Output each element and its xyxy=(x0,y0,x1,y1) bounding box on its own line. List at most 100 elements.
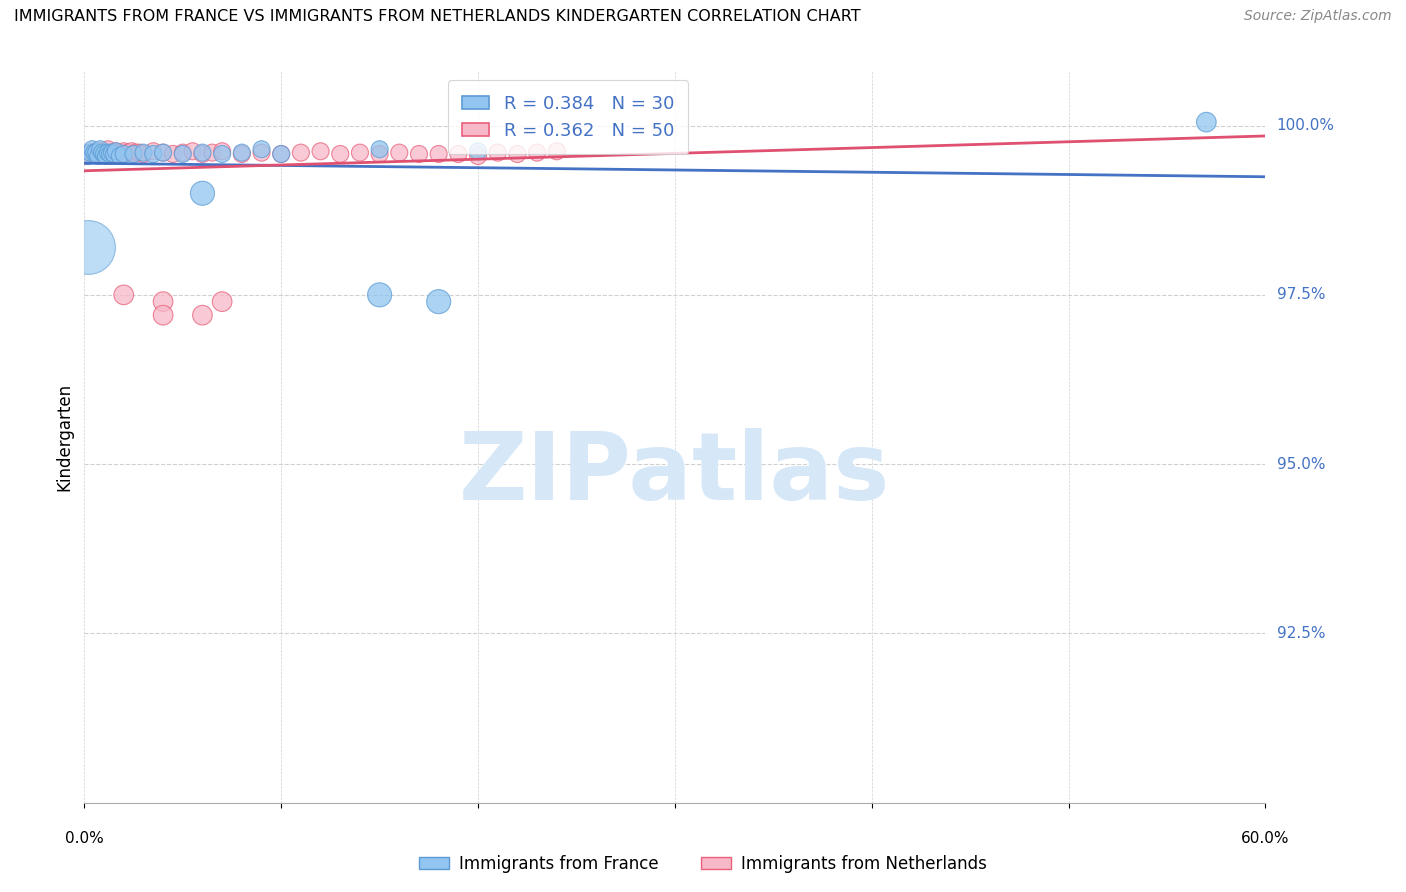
Point xyxy=(87,145,110,160)
Point xyxy=(152,145,174,160)
Point xyxy=(368,142,391,156)
Point xyxy=(82,142,104,156)
Point xyxy=(83,147,105,161)
Point xyxy=(142,145,165,159)
Point xyxy=(103,147,125,161)
Point xyxy=(121,145,143,159)
Point xyxy=(290,145,312,160)
Point xyxy=(231,145,253,160)
Point xyxy=(368,288,391,302)
Text: ZIPatlas: ZIPatlas xyxy=(460,427,890,520)
Point xyxy=(486,145,509,160)
Point xyxy=(93,147,115,161)
Text: 60.0%: 60.0% xyxy=(1241,830,1289,846)
Point xyxy=(467,149,489,163)
Point xyxy=(112,145,135,159)
Point xyxy=(191,308,214,322)
Point xyxy=(89,142,111,156)
Point xyxy=(191,147,214,161)
Text: 0.0%: 0.0% xyxy=(65,830,104,846)
Point xyxy=(79,145,101,160)
Point xyxy=(104,145,127,159)
Point xyxy=(349,145,371,160)
Point xyxy=(368,147,391,161)
Point xyxy=(128,145,150,160)
Point xyxy=(94,145,117,160)
Point xyxy=(526,145,548,160)
Point xyxy=(112,288,135,302)
Point xyxy=(309,145,332,159)
Point xyxy=(408,147,430,161)
Point xyxy=(162,147,184,161)
Point xyxy=(211,294,233,309)
Point xyxy=(91,145,114,159)
Point xyxy=(467,145,489,159)
Point xyxy=(270,147,292,161)
Point xyxy=(122,147,145,161)
Point xyxy=(152,308,174,322)
Point xyxy=(132,145,155,160)
Point xyxy=(97,142,120,156)
Point xyxy=(172,147,194,161)
Point xyxy=(77,149,100,163)
Point xyxy=(181,145,204,159)
Text: Source: ZipAtlas.com: Source: ZipAtlas.com xyxy=(1244,9,1392,23)
Point xyxy=(104,145,127,159)
Text: 100.0%: 100.0% xyxy=(1277,118,1334,133)
Point xyxy=(211,145,233,159)
Point xyxy=(329,147,352,161)
Point xyxy=(89,147,111,161)
Point xyxy=(107,147,129,161)
Point xyxy=(97,145,120,160)
Point xyxy=(83,145,105,160)
Point xyxy=(75,149,97,163)
Point xyxy=(117,145,139,160)
Text: 95.0%: 95.0% xyxy=(1277,457,1324,472)
Point xyxy=(124,145,146,160)
Y-axis label: Kindergarten: Kindergarten xyxy=(55,383,73,491)
Legend: Immigrants from France, Immigrants from Netherlands: Immigrants from France, Immigrants from … xyxy=(413,848,993,880)
Point xyxy=(112,147,135,161)
Point xyxy=(427,147,450,161)
Point xyxy=(142,147,165,161)
Text: 92.5%: 92.5% xyxy=(1277,626,1324,641)
Point xyxy=(94,149,117,163)
Text: IMMIGRANTS FROM FRANCE VS IMMIGRANTS FROM NETHERLANDS KINDERGARTEN CORRELATION C: IMMIGRANTS FROM FRANCE VS IMMIGRANTS FRO… xyxy=(14,9,860,24)
Point xyxy=(132,147,155,161)
Point xyxy=(191,186,214,201)
Point xyxy=(91,145,114,160)
Point xyxy=(211,147,233,161)
Point xyxy=(98,147,121,161)
Point xyxy=(201,145,224,160)
Point xyxy=(101,145,124,160)
Point xyxy=(250,142,273,156)
Point xyxy=(84,145,107,159)
Point xyxy=(172,145,194,160)
Point xyxy=(1195,115,1218,129)
Point xyxy=(77,240,100,254)
Point xyxy=(98,149,121,163)
Point xyxy=(388,145,411,160)
Point xyxy=(447,147,470,161)
Point xyxy=(108,145,131,160)
Point xyxy=(101,145,124,160)
Point xyxy=(77,147,100,161)
Point xyxy=(82,145,104,160)
Point xyxy=(93,147,115,161)
Point xyxy=(152,145,174,160)
Point xyxy=(111,147,134,161)
Point xyxy=(108,149,131,163)
Point xyxy=(546,145,568,159)
Legend: R = 0.384   N = 30, R = 0.362   N = 50: R = 0.384 N = 30, R = 0.362 N = 50 xyxy=(447,80,689,154)
Point xyxy=(231,147,253,161)
Point xyxy=(270,147,292,161)
Point xyxy=(103,147,125,161)
Point xyxy=(79,145,101,160)
Point xyxy=(152,294,174,309)
Point xyxy=(250,145,273,160)
Point xyxy=(506,147,529,161)
Point xyxy=(427,294,450,309)
Point xyxy=(87,149,110,163)
Point xyxy=(191,145,214,160)
Point xyxy=(84,145,107,160)
